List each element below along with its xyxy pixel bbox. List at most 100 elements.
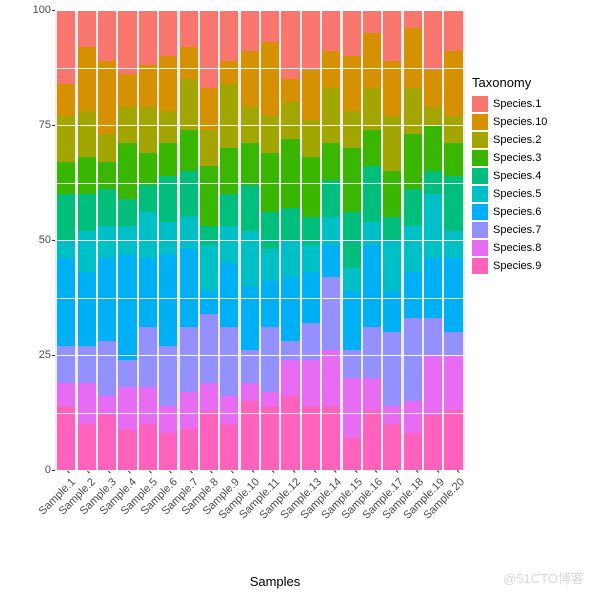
- bar-segment: [302, 157, 320, 217]
- bar-segment: [159, 56, 177, 111]
- bar-segment: [444, 410, 462, 470]
- legend-swatch: [472, 168, 488, 184]
- bar-segment: [363, 10, 381, 33]
- legend-item: Species.5: [472, 186, 582, 202]
- bar-segment: [444, 51, 462, 115]
- minor-gridline-y: [55, 68, 465, 69]
- bar-segment: [322, 245, 340, 277]
- minor-gridline-y: [55, 183, 465, 184]
- bar-segment: [281, 360, 299, 397]
- legend-item: Species.3: [472, 150, 582, 166]
- bar-segment: [424, 70, 442, 107]
- bar-segment: [261, 212, 279, 249]
- gridline-y: [55, 355, 465, 356]
- bar-segment: [404, 10, 422, 28]
- bar-segment: [159, 10, 177, 56]
- bar-segment: [444, 10, 462, 51]
- bar-segment: [241, 383, 259, 401]
- legend-label: Species.3: [493, 152, 541, 164]
- bar-segment: [261, 116, 279, 153]
- legend-label: Species.9: [493, 260, 541, 272]
- bar-segment: [57, 194, 75, 240]
- gridline-y: [55, 240, 465, 241]
- legend-swatch: [472, 96, 488, 112]
- bar-segment: [363, 245, 381, 328]
- bar-segment: [139, 258, 157, 327]
- y-tick-label: 0: [45, 464, 51, 476]
- legend-item: Species.9: [472, 258, 582, 274]
- legend-swatch: [472, 240, 488, 256]
- bar-segment: [404, 433, 422, 470]
- bar-segment: [281, 79, 299, 102]
- bar-segment: [139, 387, 157, 424]
- bar-segment: [241, 143, 259, 184]
- bar-segment: [57, 406, 75, 470]
- bar-segment: [261, 406, 279, 470]
- bar-segment: [444, 332, 462, 355]
- bar-segment: [302, 406, 320, 470]
- bar-segment: [383, 10, 401, 61]
- legend-label: Species.8: [493, 242, 541, 254]
- bar-segment: [424, 107, 442, 125]
- bar-segment: [78, 346, 96, 383]
- chart-figure: Relative Abundance (%) 0255075100 Sample…: [0, 0, 590, 593]
- bar-segment: [159, 143, 177, 175]
- bar-segment: [404, 401, 422, 433]
- bar-segment: [180, 392, 198, 429]
- legend-swatch: [472, 222, 488, 238]
- bar-segment: [200, 130, 218, 167]
- gridline-y: [55, 125, 465, 126]
- bar-segment: [322, 277, 340, 351]
- bar-segment: [180, 429, 198, 470]
- legend-item: Species.10: [472, 114, 582, 130]
- bar-segment: [220, 226, 238, 263]
- minor-gridline-y: [55, 413, 465, 414]
- bar-segment: [220, 194, 238, 226]
- legend-label: Species.2: [493, 134, 541, 146]
- bar-segment: [78, 111, 96, 157]
- bar-segment: [404, 226, 422, 272]
- bar-segment: [404, 134, 422, 189]
- bar-segment: [57, 84, 75, 116]
- bar-segment: [383, 217, 401, 240]
- bar-segment: [118, 10, 136, 74]
- bar-segment: [220, 424, 238, 470]
- watermark-text: @51CTO博客: [503, 568, 584, 587]
- bar-segment: [261, 10, 279, 42]
- bar-segment: [139, 424, 157, 470]
- bar-segment: [322, 143, 340, 180]
- bar-segment: [98, 415, 116, 470]
- bar-segment: [200, 383, 218, 411]
- bar-segment: [220, 10, 238, 61]
- legend-items: Species.1Species.10Species.2Species.3Spe…: [472, 96, 582, 274]
- bar-segment: [220, 327, 238, 396]
- bar-segment: [281, 102, 299, 139]
- bar-segment: [363, 327, 381, 378]
- bar-segment: [159, 406, 177, 434]
- bar-segment: [424, 125, 442, 171]
- bar-segment: [180, 327, 198, 391]
- bar-segment: [424, 318, 442, 355]
- bar-segment: [424, 258, 442, 318]
- legend-label: Species.10: [493, 116, 547, 128]
- bar-segment: [281, 396, 299, 470]
- bar-segment: [57, 116, 75, 162]
- bar-segment: [322, 88, 340, 143]
- bar-segment: [281, 10, 299, 79]
- bar-segment: [220, 396, 238, 424]
- bar-segment: [383, 424, 401, 470]
- bar-segment: [139, 212, 157, 258]
- bar-segment: [444, 176, 462, 231]
- bar-segment: [444, 143, 462, 175]
- bar-segment: [302, 245, 320, 273]
- legend-swatch: [472, 114, 488, 130]
- bar-segment: [404, 28, 422, 88]
- legend-item: Species.4: [472, 168, 582, 184]
- bar-segment: [220, 61, 238, 84]
- bar-segment: [118, 387, 136, 428]
- bar-segment: [220, 263, 238, 327]
- bar-segment: [383, 61, 401, 116]
- bar-segment: [302, 360, 320, 406]
- bar-segment: [424, 10, 442, 70]
- bar-segment: [281, 139, 299, 208]
